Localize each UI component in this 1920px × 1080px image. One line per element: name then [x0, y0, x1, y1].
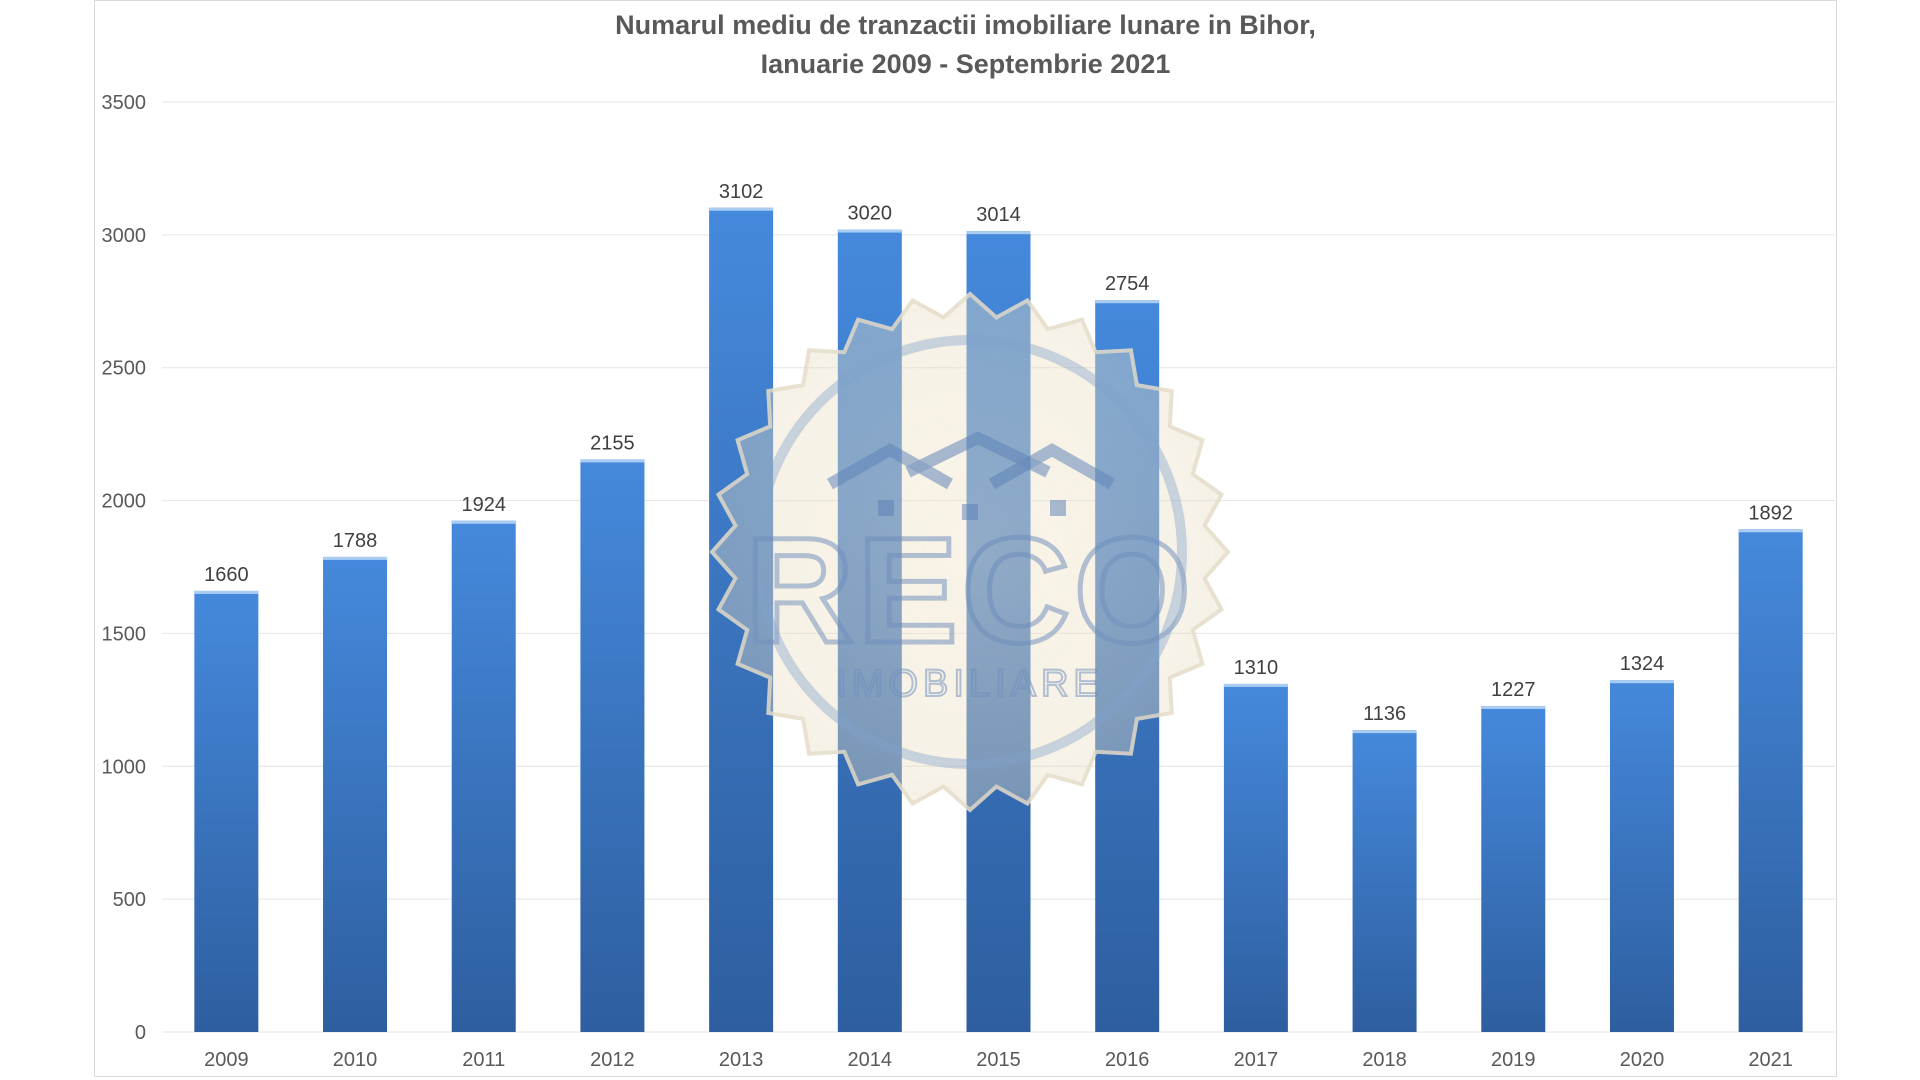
house-window-icon	[878, 500, 894, 516]
y-tick-label: 3500	[102, 92, 147, 114]
x-tick-label-2013: 2013	[719, 1049, 764, 1071]
bar-cap-2020	[1609, 680, 1674, 684]
data-label-2017: 1310	[1234, 657, 1279, 679]
x-tick-label-2021: 2021	[1748, 1049, 1793, 1071]
data-label-2011: 1924	[461, 494, 506, 516]
y-tick-label: 1000	[102, 756, 147, 778]
bar-2009	[194, 590, 259, 1032]
bar-2020	[1609, 680, 1674, 1032]
seal-scalloped-edge	[709, 291, 1231, 813]
x-tick-label-2009: 2009	[204, 1049, 249, 1071]
bar-2011	[451, 520, 516, 1032]
seal-ring	[753, 335, 1187, 769]
bar-cap-2011	[451, 520, 516, 524]
data-label-2021: 1892	[1748, 502, 1793, 524]
bar-2019	[1481, 705, 1546, 1032]
data-label-2009: 1660	[204, 564, 249, 586]
y-tick-label: 500	[113, 889, 146, 911]
bar-cap-2013	[709, 207, 774, 211]
data-label-2020: 1324	[1620, 653, 1665, 675]
data-label-2010: 1788	[333, 530, 378, 552]
bar-cap-2019	[1481, 705, 1546, 709]
chart-title-line-2: Ianuarie 2009 - Septembrie 2021	[760, 49, 1171, 79]
seal-logo-subtext: IMOBILIARE	[836, 663, 1104, 705]
data-label-2016: 2754	[1105, 273, 1150, 295]
data-label-2015: 3014	[976, 204, 1021, 226]
bar-2017	[1223, 683, 1288, 1032]
house-roof-left-icon	[827, 443, 953, 490]
x-axis-ticks: 2009 2010 2011 2012 2013 2014 2015 2016 2017 2018…	[204, 1049, 1793, 1071]
y-tick-label: 3000	[102, 225, 147, 247]
data-labels: 1660 1788 1924 2155 3102 3020 3014 2754 1310 1136…	[204, 181, 1793, 725]
chart-title-line-1: Numarul mediu de tranzactii imobiliare l…	[615, 10, 1316, 40]
house-window-icon	[1050, 500, 1066, 516]
bar-cap-2009	[194, 590, 259, 594]
bar-cap-2021	[1738, 529, 1803, 533]
bar-2021	[1738, 529, 1803, 1032]
y-tick-label: 1500	[102, 623, 147, 645]
bar-cap-2014	[837, 229, 902, 233]
bar-cap-2016	[1095, 300, 1160, 304]
x-tick-label-2010: 2010	[333, 1049, 378, 1071]
x-tick-label-2011: 2011	[462, 1049, 505, 1071]
x-tick-label-2020: 2020	[1620, 1049, 1665, 1071]
bar-cap-2015	[966, 231, 1031, 235]
data-label-2012: 2155	[590, 432, 635, 454]
house-roof-right-icon	[989, 443, 1115, 490]
x-tick-label-2015: 2015	[976, 1049, 1021, 1071]
data-label-2018: 1136	[1363, 703, 1406, 725]
house-window-icon	[962, 504, 978, 520]
y-axis-ticks: 0 500 1000 1500 2000 2500 3000 3500	[102, 92, 147, 1044]
bar-2018	[1352, 730, 1417, 1032]
x-tick-label-2012: 2012	[590, 1049, 635, 1071]
bar-cap-2017	[1223, 683, 1288, 687]
data-label-2014: 3020	[848, 203, 893, 225]
x-tick-label-2019: 2019	[1491, 1049, 1536, 1071]
bar-cap-2010	[323, 556, 388, 560]
y-tick-label: 2500	[102, 358, 147, 380]
seal-logo-text: RECO	[745, 506, 1194, 674]
data-label-2019: 1227	[1491, 679, 1536, 701]
x-tick-label-2014: 2014	[848, 1049, 893, 1071]
bar-2010	[323, 556, 388, 1032]
chart-title: Numarul mediu de tranzactii imobiliare l…	[94, 6, 1837, 84]
bar-cap-2012	[580, 459, 645, 463]
x-tick-label-2016: 2016	[1105, 1049, 1150, 1071]
x-tick-label-2017: 2017	[1234, 1049, 1279, 1071]
bar-2012	[580, 459, 645, 1032]
data-label-2013: 3102	[719, 181, 764, 203]
y-tick-label: 2000	[102, 491, 147, 513]
y-tick-label: 0	[135, 1022, 146, 1044]
bar-cap-2018	[1352, 730, 1417, 734]
x-tick-label-2018: 2018	[1362, 1049, 1407, 1071]
